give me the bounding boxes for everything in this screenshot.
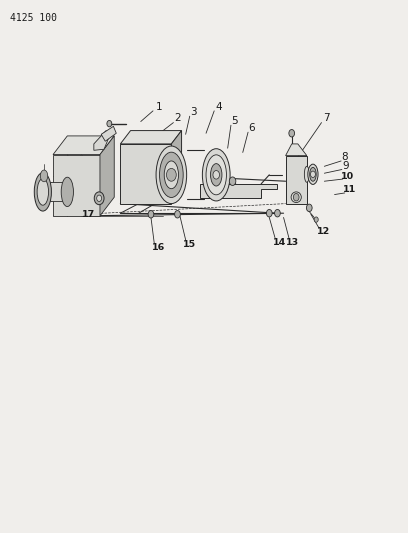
Polygon shape [101, 126, 116, 141]
Ellipse shape [164, 161, 179, 189]
Text: 10: 10 [341, 173, 354, 181]
Polygon shape [53, 136, 114, 155]
Ellipse shape [202, 149, 230, 201]
Ellipse shape [160, 152, 183, 197]
Circle shape [94, 192, 104, 205]
Polygon shape [53, 155, 100, 216]
Circle shape [107, 120, 112, 127]
Text: 5: 5 [231, 116, 238, 126]
Polygon shape [171, 131, 182, 204]
Circle shape [289, 130, 295, 137]
Text: 2: 2 [174, 114, 181, 123]
Text: 13: 13 [286, 238, 299, 247]
Polygon shape [286, 156, 307, 204]
Polygon shape [120, 131, 182, 144]
Ellipse shape [40, 170, 48, 182]
Polygon shape [120, 144, 171, 204]
Ellipse shape [211, 164, 222, 186]
Text: 15: 15 [183, 240, 196, 248]
Polygon shape [100, 136, 114, 216]
Circle shape [275, 209, 280, 217]
Text: 14: 14 [273, 238, 286, 247]
Circle shape [97, 195, 102, 201]
Circle shape [306, 204, 312, 212]
Circle shape [266, 209, 272, 217]
Ellipse shape [61, 177, 73, 207]
Text: 1: 1 [156, 102, 162, 111]
Text: 3: 3 [191, 107, 197, 117]
Text: 4125 100: 4125 100 [10, 13, 57, 23]
Circle shape [166, 168, 176, 181]
Text: 16: 16 [152, 244, 165, 252]
Circle shape [293, 193, 299, 201]
Text: 12: 12 [317, 228, 330, 236]
Text: 8: 8 [341, 152, 348, 161]
Polygon shape [94, 131, 110, 150]
Ellipse shape [206, 155, 226, 195]
Text: 11: 11 [343, 185, 356, 193]
Circle shape [148, 211, 154, 218]
Ellipse shape [291, 192, 301, 203]
Polygon shape [286, 144, 307, 156]
Polygon shape [200, 184, 277, 198]
Circle shape [175, 211, 180, 218]
Text: 7: 7 [323, 114, 330, 123]
Ellipse shape [308, 164, 318, 184]
Text: 17: 17 [82, 210, 95, 219]
Circle shape [213, 171, 220, 179]
Circle shape [314, 217, 318, 222]
Text: 9: 9 [343, 161, 349, 171]
Ellipse shape [310, 167, 316, 181]
Ellipse shape [156, 146, 186, 204]
Circle shape [229, 177, 236, 185]
Ellipse shape [37, 179, 49, 205]
Text: 6: 6 [248, 123, 255, 133]
Polygon shape [35, 182, 67, 201]
Ellipse shape [304, 166, 309, 182]
Ellipse shape [34, 173, 51, 211]
Text: 4: 4 [215, 102, 222, 111]
Circle shape [310, 171, 315, 177]
